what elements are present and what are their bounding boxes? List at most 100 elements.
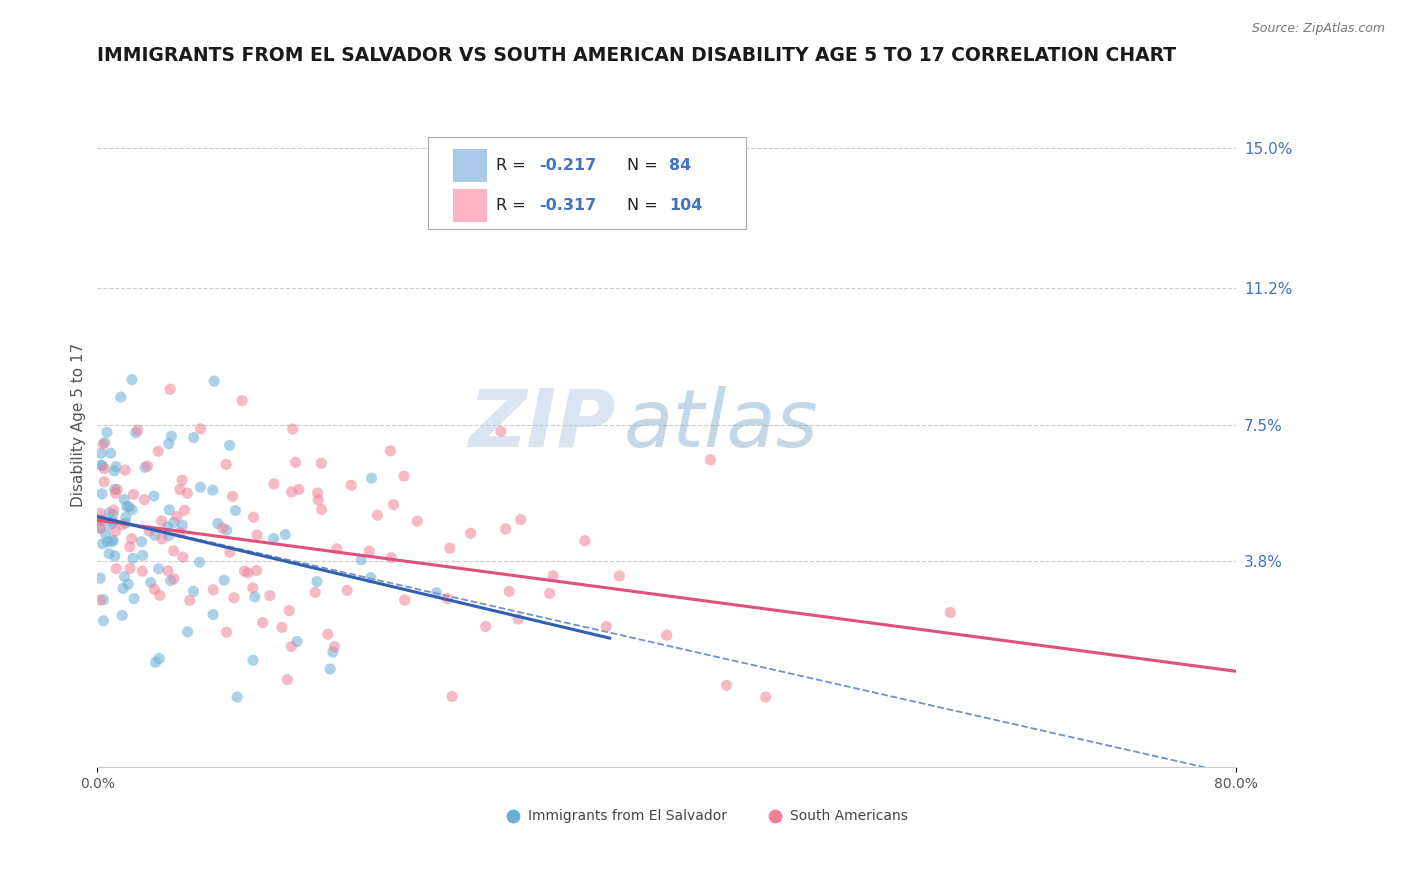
Point: [160, 429, 183, 443]
Point: [118, 561, 141, 575]
Point: [103, 515, 125, 529]
Point: [114, 510, 136, 524]
Point: [117, 577, 139, 591]
Point: [172, 473, 194, 487]
Text: Source: ZipAtlas.com: Source: ZipAtlas.com: [1251, 22, 1385, 36]
Point: [392, 469, 415, 483]
Point: [134, 492, 156, 507]
Point: [340, 478, 363, 492]
Point: [157, 502, 180, 516]
Point: [311, 502, 333, 516]
Point: [104, 486, 127, 500]
Point: [538, 586, 561, 600]
Point: [142, 489, 165, 503]
Point: [436, 591, 458, 606]
Point: [212, 573, 235, 587]
Point: [138, 524, 160, 538]
Point: [105, 483, 128, 497]
Point: [323, 640, 346, 654]
Point: [96, 425, 118, 440]
Point: [131, 534, 153, 549]
Point: [284, 455, 307, 469]
Point: [101, 508, 124, 522]
Point: [276, 673, 298, 687]
Point: [96, 534, 118, 549]
Point: [157, 529, 180, 543]
Point: [91, 537, 114, 551]
Point: [322, 645, 344, 659]
Point: [215, 625, 238, 640]
Point: [163, 516, 186, 530]
Point: [188, 555, 211, 569]
Point: [104, 549, 127, 563]
Point: [252, 615, 274, 630]
FancyBboxPatch shape: [427, 136, 747, 229]
Point: [190, 480, 212, 494]
Point: [115, 500, 138, 514]
Point: [91, 458, 114, 473]
Point: [263, 477, 285, 491]
Point: [215, 523, 238, 537]
Point: [489, 425, 512, 439]
Point: [574, 533, 596, 548]
Point: [245, 564, 267, 578]
Text: R =: R =: [496, 158, 530, 173]
Point: [350, 553, 373, 567]
Point: [114, 463, 136, 477]
Point: [121, 503, 143, 517]
Point: [176, 624, 198, 639]
Point: [110, 390, 132, 404]
Point: [136, 458, 159, 473]
Point: [89, 521, 111, 535]
Point: [179, 593, 201, 607]
Point: [98, 547, 121, 561]
Point: [121, 532, 143, 546]
Point: [93, 592, 115, 607]
Point: [157, 436, 180, 450]
Point: [122, 591, 145, 606]
Point: [89, 513, 111, 527]
Point: [307, 486, 329, 500]
Point: [426, 586, 449, 600]
Point: [122, 551, 145, 566]
Point: [112, 582, 135, 596]
Point: [139, 575, 162, 590]
Point: [242, 510, 264, 524]
Point: [118, 540, 141, 554]
Point: [202, 607, 225, 622]
Point: [122, 487, 145, 501]
Point: [655, 628, 678, 642]
Point: [112, 492, 135, 507]
Point: [100, 517, 122, 532]
Point: [98, 506, 121, 520]
Point: [163, 544, 186, 558]
Point: [380, 443, 402, 458]
Point: [91, 437, 114, 451]
Text: IMMIGRANTS FROM EL SALVADOR VS SOUTH AMERICAN DISABILITY AGE 5 TO 17 CORRELATION: IMMIGRANTS FROM EL SALVADOR VS SOUTH AME…: [97, 46, 1177, 65]
Point: [474, 619, 496, 633]
Point: [394, 593, 416, 607]
Y-axis label: Disability Age 5 to 17: Disability Age 5 to 17: [72, 343, 86, 507]
Text: 104: 104: [669, 198, 702, 212]
Point: [595, 619, 617, 633]
Point: [270, 620, 292, 634]
Point: [281, 422, 304, 436]
Point: [121, 373, 143, 387]
Point: [104, 483, 127, 497]
Point: [150, 514, 173, 528]
Point: [221, 489, 243, 503]
Point: [224, 503, 246, 517]
Point: [105, 562, 128, 576]
Text: ZIP: ZIP: [468, 385, 616, 464]
Point: [159, 574, 181, 588]
Point: [201, 483, 224, 498]
Point: [103, 503, 125, 517]
Point: [125, 425, 148, 440]
Point: [215, 458, 238, 472]
Point: [307, 492, 329, 507]
Point: [304, 585, 326, 599]
Point: [114, 516, 136, 530]
Point: [231, 393, 253, 408]
Point: [105, 459, 128, 474]
Point: [134, 460, 156, 475]
